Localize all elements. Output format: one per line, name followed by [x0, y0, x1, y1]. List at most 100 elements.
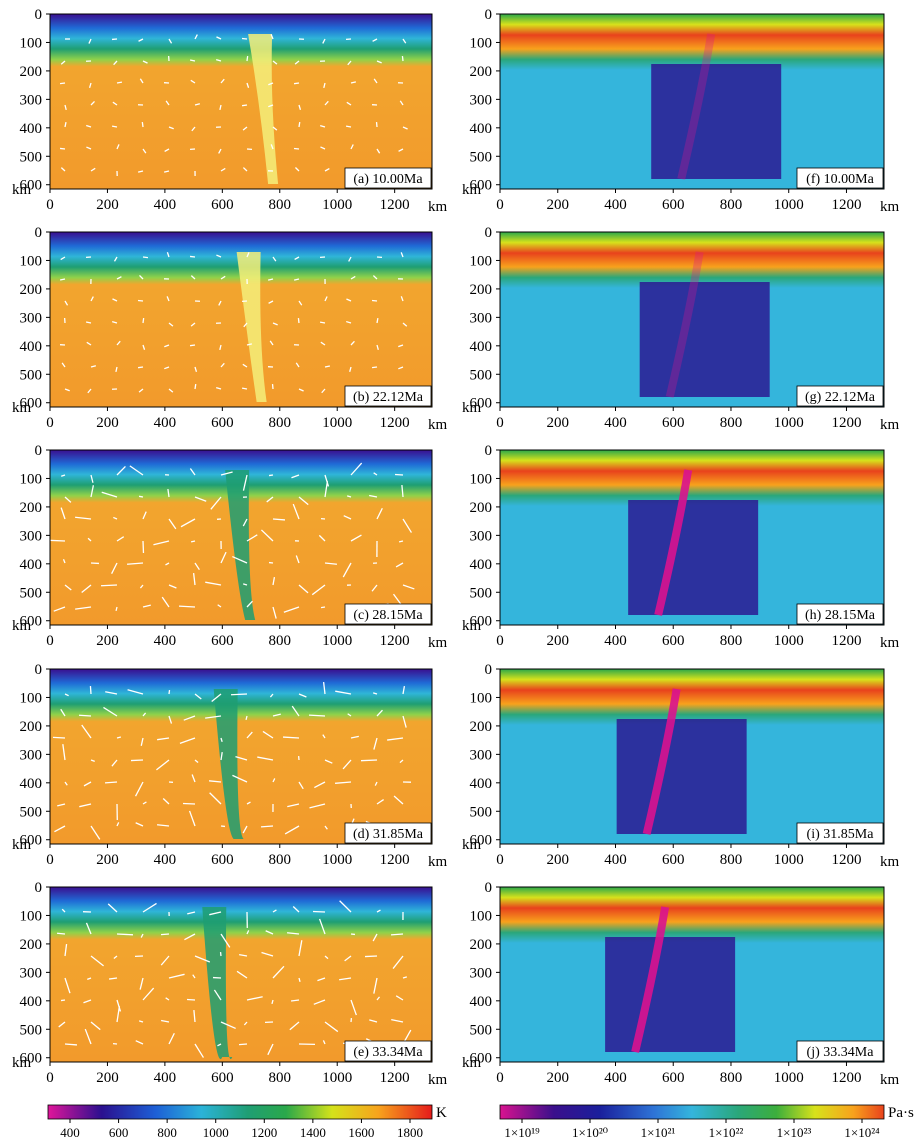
x-tick-label: 600 — [662, 415, 685, 431]
velocity-arrow — [64, 693, 69, 697]
velocity-arrow — [160, 955, 170, 966]
y-tick-label: 100 — [20, 908, 43, 924]
colorbar-unit: K — [436, 1105, 447, 1121]
velocity-arrow — [402, 38, 407, 44]
velocity-arrow — [116, 276, 122, 280]
x-tick-label: 1000 — [322, 197, 352, 213]
velocity-arrow — [78, 714, 92, 717]
velocity-arrow — [87, 977, 92, 981]
x-tick-label: 800 — [269, 852, 292, 868]
y-unit-label: km — [462, 618, 482, 634]
velocity-arrow — [130, 759, 144, 762]
velocity-arrow — [194, 366, 198, 372]
velocity-arrow — [398, 344, 404, 348]
velocity-arrow — [81, 584, 92, 594]
velocity-arrow — [376, 709, 383, 717]
velocity-arrow — [194, 693, 202, 700]
velocity-arrow — [160, 933, 170, 936]
weak-zone — [642, 688, 681, 835]
velocity-arrow — [392, 955, 404, 969]
velocity-arrow — [347, 60, 352, 66]
velocity-arrow — [232, 774, 248, 783]
panel-label-box — [796, 603, 884, 625]
velocity-arrow — [324, 955, 329, 960]
velocity-arrow — [376, 996, 381, 1001]
x-tick-label: 200 — [96, 633, 119, 649]
low-viscosity-region — [628, 500, 759, 615]
velocity-arrow — [156, 824, 170, 827]
velocity-arrow — [126, 562, 144, 565]
field-background — [50, 14, 432, 189]
velocity-arrow — [298, 940, 303, 957]
velocity-arrow — [291, 474, 300, 479]
velocity-arrow — [165, 100, 170, 106]
velocity-arrow — [372, 38, 378, 42]
velocity-arrow — [217, 604, 222, 608]
velocity-arrow — [194, 562, 200, 571]
velocity-arrow — [81, 724, 92, 739]
velocity-arrow — [188, 810, 196, 827]
velocity-arrow — [320, 341, 326, 346]
low-viscosity-region — [639, 282, 770, 397]
velocity-arrow — [64, 781, 68, 786]
velocity-arrow — [346, 101, 352, 106]
y-tick-label: 100 — [470, 690, 493, 706]
y-tick-label: 0 — [35, 443, 43, 459]
velocity-arrow — [347, 713, 352, 717]
y-tick-label: 400 — [470, 557, 493, 573]
plot-frame — [499, 449, 885, 626]
velocity-arrow — [402, 686, 406, 695]
velocity-arrow — [205, 715, 222, 719]
velocity-arrow — [84, 1028, 92, 1045]
velocity-arrow — [156, 759, 170, 771]
velocity-arrow — [90, 955, 104, 967]
y-tick-label: 400 — [20, 339, 43, 355]
y-tick-label: 200 — [20, 719, 43, 735]
velocity-arrow — [308, 714, 326, 717]
velocity-arrow — [64, 584, 72, 591]
velocity-arrow — [232, 555, 248, 564]
y-unit-label: km — [462, 182, 482, 198]
x-tick-label: 200 — [546, 197, 569, 213]
velocity-arrow — [142, 148, 147, 154]
velocity-arrow — [142, 60, 148, 64]
x-tick-label: 0 — [46, 852, 54, 868]
panel-label-box — [344, 603, 432, 625]
velocity-arrow — [402, 518, 412, 533]
x-tick-label: 400 — [604, 1070, 627, 1086]
velocity-arrow — [116, 822, 120, 827]
x-tick-label: 1000 — [322, 1070, 352, 1086]
velocity-arrow — [142, 987, 155, 1001]
velocity-arrow — [284, 825, 300, 835]
velocity-arrow — [297, 317, 300, 324]
velocity-arrow — [86, 341, 92, 346]
velocity-arrow — [398, 148, 404, 152]
x-tick-label: 1200 — [831, 197, 861, 213]
velocity-arrow — [298, 977, 301, 983]
velocity-arrow — [116, 81, 123, 84]
velocity-arrow — [324, 100, 329, 106]
velocity-arrow — [60, 167, 66, 172]
y-tick-label: 400 — [20, 557, 43, 573]
plot-frame — [499, 886, 885, 1063]
velocity-arrow — [402, 126, 408, 130]
velocity-arrow — [220, 933, 231, 948]
velocity-arrow — [165, 562, 170, 566]
y-tick-label: 0 — [485, 7, 493, 23]
velocity-arrow — [343, 515, 352, 520]
plot-frame — [49, 886, 433, 1063]
velocity-arrow — [376, 507, 383, 520]
velocity-arrow — [230, 693, 248, 696]
velocity-arrow — [142, 511, 147, 520]
velocity-arrow — [391, 1018, 404, 1023]
velocity-arrow — [291, 705, 300, 717]
colorbar-tick-label: 1600 — [348, 1125, 374, 1140]
velocity-arrow — [112, 298, 118, 302]
velocity-arrow — [104, 781, 118, 784]
velocity-arrow — [62, 744, 66, 761]
y-tick-label: 200 — [20, 937, 43, 953]
x-tick-label: 400 — [604, 415, 627, 431]
velocity-arrow — [189, 468, 196, 476]
velocity-arrow — [399, 759, 404, 764]
velocity-arrow — [64, 977, 71, 994]
